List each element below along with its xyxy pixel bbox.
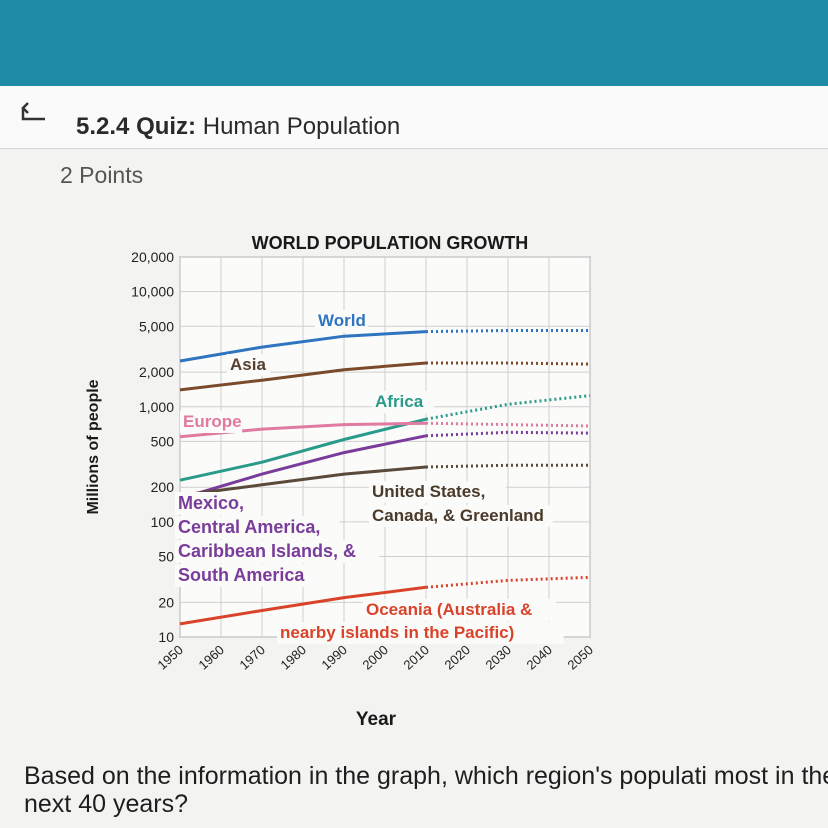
series-line-projected	[425, 575, 591, 589]
label-latam-line: Mexico,	[178, 493, 244, 513]
series-line-solid	[179, 465, 427, 497]
series-line-projected	[425, 430, 591, 438]
points-label: 2 Points	[60, 162, 144, 188]
label-asia: Asia	[230, 355, 266, 374]
y-tick-label: 20	[158, 594, 174, 610]
y-tick-label: 10	[158, 629, 174, 645]
label-latam-line-bg	[175, 516, 340, 539]
label-asia-bg	[227, 354, 271, 376]
label-world-bg	[315, 310, 368, 332]
question-text: Based on the information in the graph, w…	[24, 762, 828, 818]
label-world: World	[318, 311, 366, 330]
label-europe-bg	[180, 411, 243, 433]
y-tick-label: 100	[151, 514, 175, 530]
breadcrumb: 5.2.4 Quiz: Human Population	[76, 113, 400, 141]
label-africa-bg	[372, 391, 435, 413]
x-tick-label: 2030	[482, 642, 514, 672]
y-tick-label: 200	[151, 479, 175, 495]
series-line-projected	[426, 361, 591, 366]
x-tick-label: 1980	[277, 642, 309, 672]
series-line-solid	[179, 434, 427, 500]
x-tick-label: 2040	[523, 642, 555, 672]
series-line-solid	[179, 417, 427, 482]
chart-title: WORLD POPULATION GROWTH	[252, 233, 529, 253]
series-line-projected	[425, 421, 591, 428]
label-north-america-line: Canada, & Greenland	[372, 506, 544, 525]
top-banner	[0, 0, 828, 86]
y-tick-label: 50	[158, 549, 174, 565]
x-tick-label: 2000	[359, 642, 391, 672]
y-tick-label: 500	[151, 433, 175, 449]
label-latam-line: South America	[178, 565, 305, 585]
label-africa: Africa	[375, 392, 424, 411]
y-tick-label: 1,000	[139, 399, 174, 415]
y-tick-label: 2,000	[139, 364, 174, 380]
label-europe: Europe	[183, 412, 242, 431]
series-line-solid	[179, 330, 427, 363]
quiz-number: 5.2.4	[76, 113, 130, 140]
series-line-solid	[179, 585, 427, 626]
x-tick-label: 1990	[318, 642, 350, 672]
x-tick-label: 1960	[195, 642, 227, 672]
label-oceania-line: Oceania (Australia &	[366, 600, 532, 619]
x-tick-label: 2010	[400, 642, 432, 672]
label-latam-line: Central America,	[178, 517, 320, 537]
label-north-america-line-bg	[369, 505, 553, 527]
series-line-solid	[179, 361, 427, 392]
label-latam-line-bg	[175, 492, 251, 515]
series-line-projected	[425, 463, 590, 469]
return-arrow-icon[interactable]	[20, 100, 46, 122]
population-chart: 20,000 10,000 5,000 2,000 1,000 500 200 100 50 20…	[85, 233, 596, 730]
x-axis-label: Year	[356, 709, 397, 730]
label-latam-line: Caribbean Islands, &	[178, 541, 356, 561]
label-oceania-line-bg	[277, 622, 564, 644]
label-oceania-line: nearby islands in the Pacific)	[280, 623, 514, 642]
y-tick-label: 10,000	[131, 284, 174, 300]
series-line-projected	[425, 329, 590, 334]
y-axis-label: Millions of people	[85, 379, 102, 514]
label-latam-line-bg	[175, 540, 379, 563]
x-tick-label: 2020	[441, 642, 473, 672]
label-north-america-line-bg	[369, 481, 506, 503]
y-tick-label: 5,000	[139, 318, 174, 334]
label-latam-line-bg	[175, 564, 310, 587]
y-tick-label: 20,000	[131, 249, 174, 265]
label-north-america-line: United States,	[372, 482, 485, 501]
quiz-header	[0, 86, 828, 149]
x-tick-label: 2050	[564, 642, 596, 672]
x-tick-label: 1970	[236, 642, 268, 672]
x-tick-label: 1950	[154, 642, 186, 672]
quiz-title: Human Population	[202, 113, 401, 140]
label-oceania-line-bg	[363, 599, 556, 621]
quiz-label: Quiz:	[136, 113, 197, 140]
